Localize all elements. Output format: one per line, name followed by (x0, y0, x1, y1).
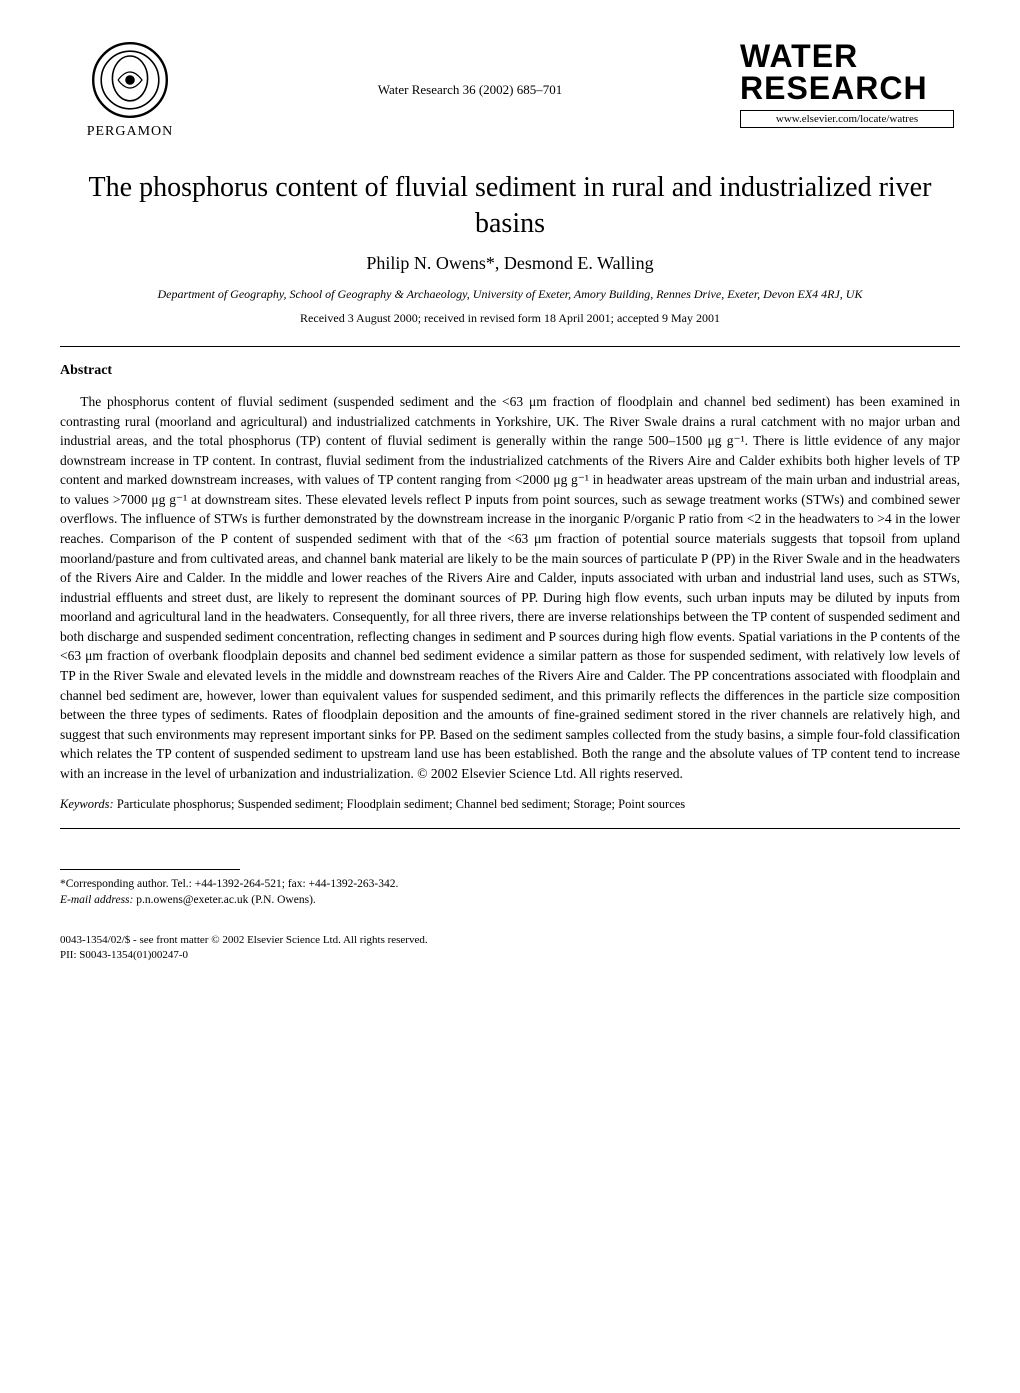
publisher-name: PERGAMON (87, 124, 174, 140)
publisher-logo-icon (90, 40, 170, 120)
footer-block: 0043-1354/02/$ - see front matter © 2002… (60, 933, 960, 964)
footnote-email-line: E-mail address: p.n.owens@exeter.ac.uk (… (60, 892, 960, 908)
keywords-text: Particulate phosphorus; Suspended sedime… (117, 797, 685, 811)
footnote-email: p.n.owens@exeter.ac.uk (P.N. Owens). (136, 894, 316, 906)
section-rule-bottom (60, 828, 960, 829)
journal-block: WATER RESEARCH www.elsevier.com/locate/w… (740, 40, 960, 128)
journal-title-line1: WATER (740, 40, 858, 72)
keywords-label: Keywords: (60, 797, 114, 811)
article-authors: Philip N. Owens*, Desmond E. Walling (60, 253, 960, 274)
keywords-line: Keywords: Particulate phosphorus; Suspen… (60, 797, 960, 812)
article-title: The phosphorus content of fluvial sedime… (60, 170, 960, 243)
footer-line1: 0043-1354/02/$ - see front matter © 2002… (60, 933, 960, 948)
footnote-corresponding: *Corresponding author. Tel.: +44-1392-26… (60, 876, 960, 892)
page-header: PERGAMON Water Research 36 (2002) 685–70… (60, 40, 960, 140)
abstract-heading: Abstract (60, 363, 960, 379)
footnote-rule (60, 869, 240, 870)
footer-line2: PII: S0043-1354(01)00247-0 (60, 948, 960, 963)
publisher-block: PERGAMON (60, 40, 200, 140)
article-dates: Received 3 August 2000; received in revi… (60, 311, 960, 326)
journal-reference: Water Research 36 (2002) 685–701 (200, 82, 740, 98)
footnote-block: *Corresponding author. Tel.: +44-1392-26… (60, 876, 960, 908)
article-affiliation: Department of Geography, School of Geogr… (60, 286, 960, 303)
journal-url: www.elsevier.com/locate/watres (740, 110, 954, 128)
section-rule-top (60, 346, 960, 347)
abstract-body: The phosphorus content of fluvial sedime… (60, 392, 960, 783)
journal-title-line2: RESEARCH (740, 72, 928, 104)
footnote-email-label: E-mail address: (60, 894, 133, 906)
